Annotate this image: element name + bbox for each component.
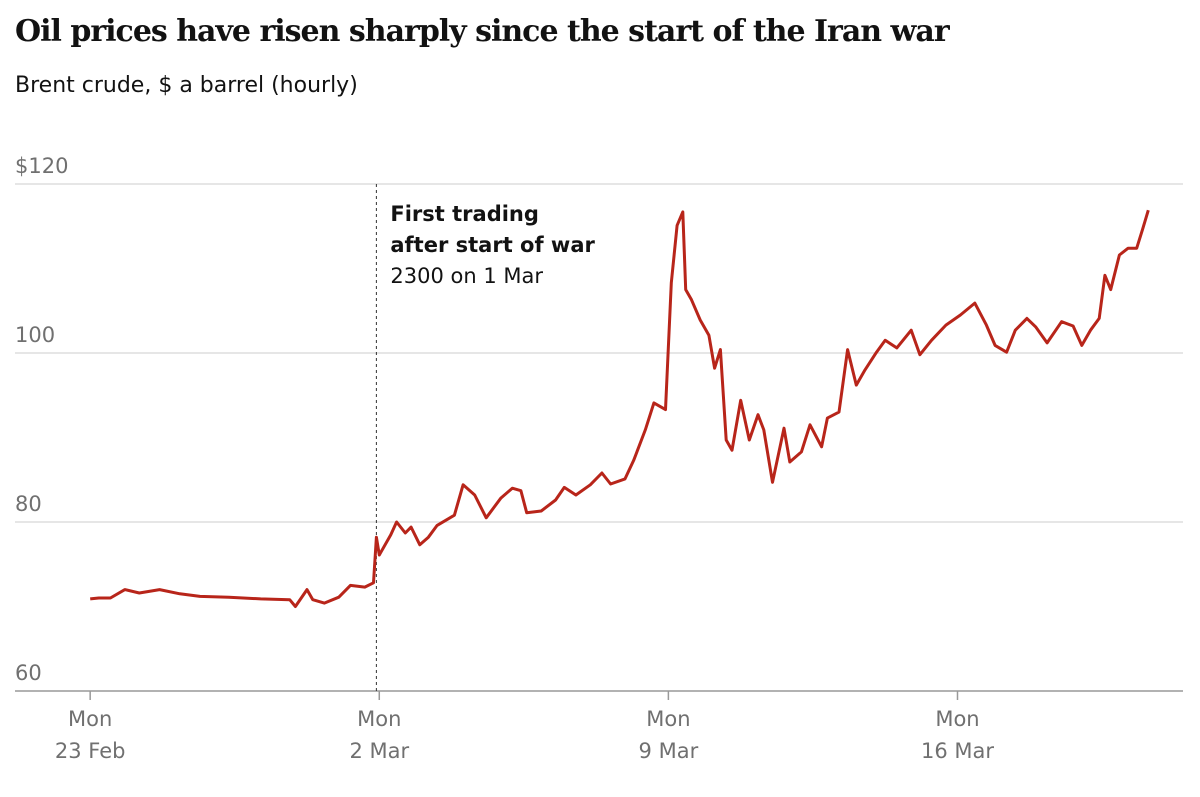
y-tick-label: $120 — [15, 154, 68, 178]
x-tick-label: 16 Mar — [921, 739, 994, 763]
x-tick-label: 9 Mar — [639, 739, 699, 763]
x-tick-label: 23 Feb — [55, 739, 126, 763]
annotation-text: 2300 on 1 Mar — [390, 264, 543, 288]
x-tick-label: Mon — [935, 707, 979, 731]
price-line — [90, 209, 1150, 608]
x-tick-label: Mon — [646, 707, 690, 731]
chart-title: Oil prices have risen sharply since the … — [15, 14, 951, 49]
x-tick-label: Mon — [357, 707, 401, 731]
x-tick-label: Mon — [68, 707, 112, 731]
y-tick-label: 100 — [15, 323, 55, 347]
x-tick-label: 2 Mar — [349, 739, 409, 763]
annotation-text: First trading — [390, 202, 539, 226]
annotation-text: after start of war — [390, 233, 595, 257]
y-tick-label: 80 — [15, 492, 42, 516]
y-tick-label: 60 — [15, 661, 42, 685]
chart-subtitle: Brent crude, $ a barrel (hourly) — [15, 73, 358, 98]
